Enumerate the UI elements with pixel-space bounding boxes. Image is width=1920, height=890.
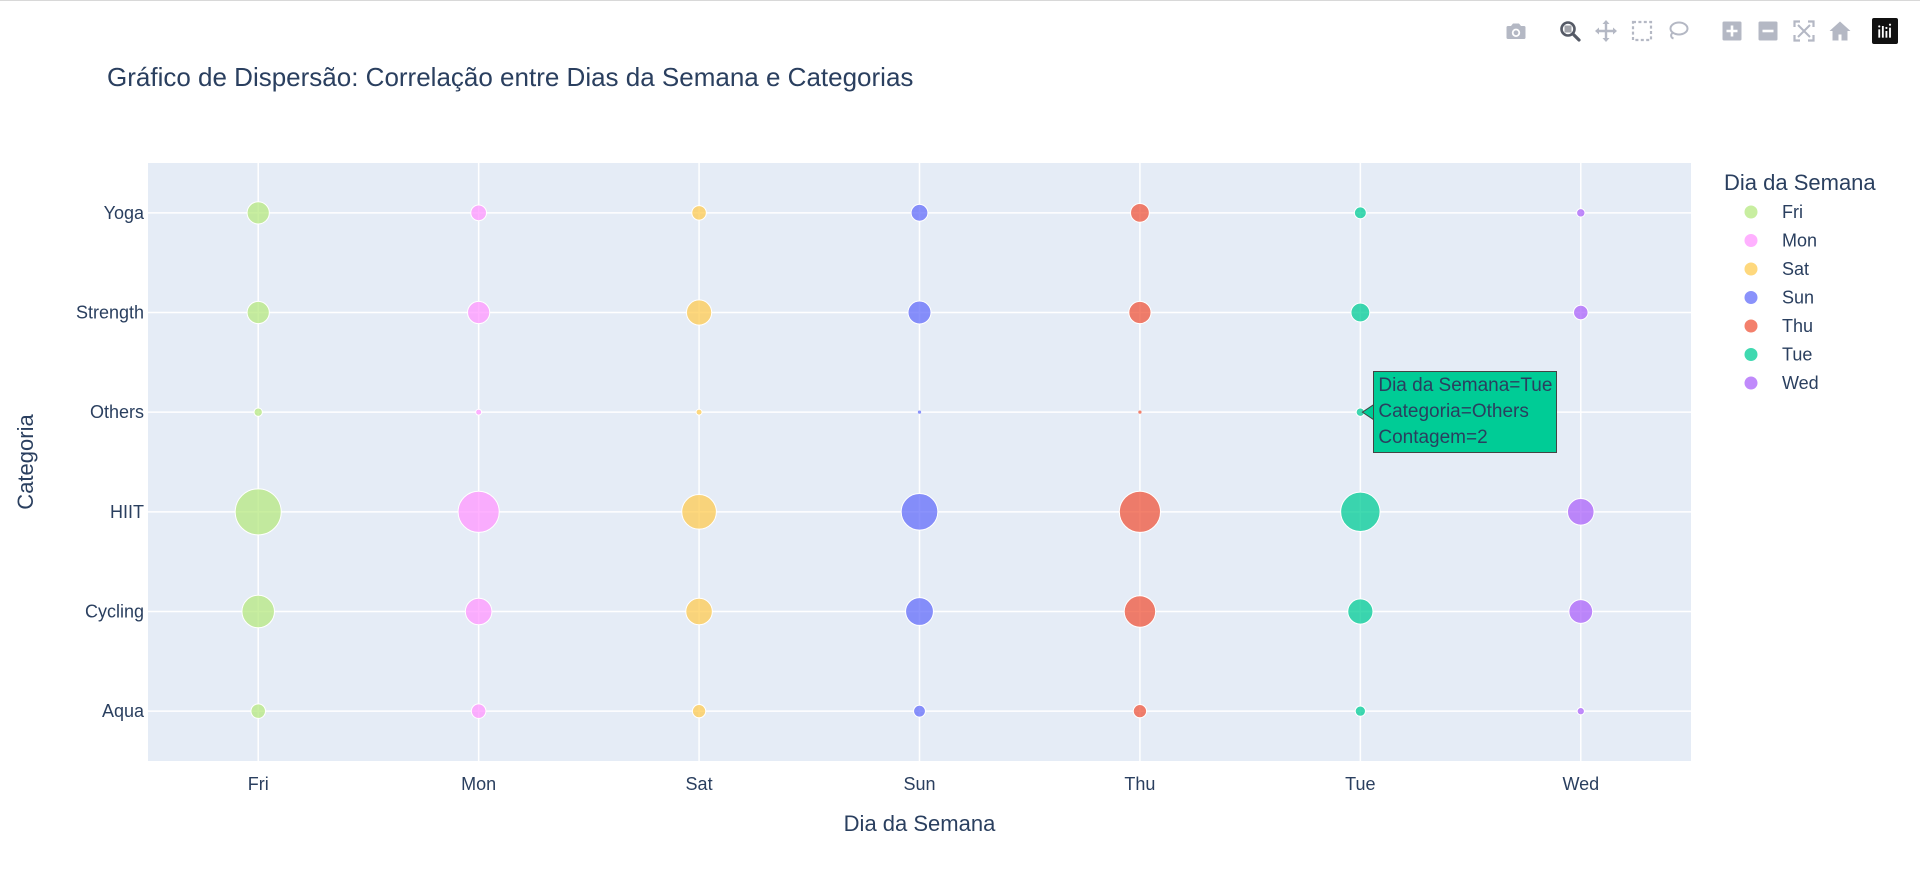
x-tick-label: Fri bbox=[248, 774, 269, 794]
marker-tue-yoga bbox=[1353, 206, 1367, 220]
tooltip-line-day: Dia da Semana=Tue bbox=[1378, 375, 1553, 397]
x-axis-title: Dia da Semana bbox=[844, 811, 996, 836]
legend-label-wed: Wed bbox=[1782, 373, 1819, 393]
marker-sat-aqua bbox=[691, 704, 707, 719]
modebar bbox=[1480, 16, 1898, 46]
legend-label-mon: Mon bbox=[1782, 231, 1817, 251]
marker-thu-aqua bbox=[1132, 704, 1148, 719]
y-tick-label: Others bbox=[90, 402, 144, 422]
zoom-icon[interactable] bbox=[1552, 16, 1588, 46]
marker-mon-others bbox=[475, 408, 483, 416]
legend-items: Fri Mon Sat Sun Thu Tue Wed bbox=[1743, 202, 1819, 393]
x-tick-labels: Fri Mon Sat Sun Thu Tue Wed bbox=[248, 774, 1599, 794]
legend: Dia da Semana Fri Mon Sat Sun Thu Tue Wed bbox=[1724, 170, 1876, 393]
marker-wed-cycling bbox=[1568, 599, 1594, 624]
legend-label-thu: Thu bbox=[1782, 316, 1813, 336]
x-tick-label: Thu bbox=[1124, 774, 1155, 794]
marker-sat-strength bbox=[685, 299, 713, 326]
camera-icon[interactable] bbox=[1498, 16, 1534, 46]
marker-fri-aqua bbox=[250, 703, 266, 719]
marker-sat-yoga bbox=[691, 205, 707, 221]
legend-label-sat: Sat bbox=[1782, 259, 1809, 279]
modebar-group-export bbox=[1498, 16, 1534, 46]
pan-icon[interactable] bbox=[1588, 16, 1624, 46]
marker-fri-yoga bbox=[246, 201, 270, 225]
x-tick-label: Wed bbox=[1562, 774, 1599, 794]
plotly-logo-icon[interactable] bbox=[1872, 18, 1898, 44]
marker-mon-strength bbox=[467, 300, 491, 325]
y-tick-labels: Aqua Cycling HIIT Others Strength Yoga bbox=[76, 203, 145, 721]
top-border bbox=[0, 0, 1920, 1]
marker-fri-hiit bbox=[234, 488, 282, 536]
marker-thu-others bbox=[1138, 410, 1142, 414]
marker-wed-yoga bbox=[1576, 208, 1586, 218]
reset-axes-icon[interactable] bbox=[1822, 16, 1858, 46]
legend-swatch-tue bbox=[1743, 347, 1759, 362]
legend-swatch-sun bbox=[1743, 290, 1759, 305]
zoom-out-icon[interactable] bbox=[1750, 16, 1786, 46]
y-tick-label: Cycling bbox=[85, 602, 144, 622]
legend-label-sun: Sun bbox=[1782, 288, 1814, 308]
marker-fri-strength bbox=[246, 300, 270, 325]
marker-sat-cycling bbox=[685, 597, 713, 626]
marker-mon-aqua bbox=[470, 703, 487, 719]
marker-fri-cycling bbox=[241, 594, 275, 629]
marker-wed-strength bbox=[1573, 304, 1589, 321]
autoscale-icon[interactable] bbox=[1786, 16, 1822, 46]
zoom-in-icon[interactable] bbox=[1714, 16, 1750, 46]
legend-label-tue: Tue bbox=[1782, 345, 1812, 365]
y-axis-title: Categoria bbox=[13, 414, 38, 510]
marker-thu-strength bbox=[1128, 300, 1152, 325]
marker-mon-hiit bbox=[457, 490, 500, 533]
y-tick-label: Aqua bbox=[102, 701, 145, 721]
marker-sat-others bbox=[695, 408, 703, 416]
marker-sun-aqua bbox=[913, 704, 926, 718]
marker-wed-hiit bbox=[1567, 498, 1595, 526]
x-tick-label: Sat bbox=[686, 774, 713, 794]
marker-tue-hiit bbox=[1340, 491, 1381, 533]
legend-swatch-fri bbox=[1743, 204, 1759, 220]
tooltip-line-category: Categoria=Others bbox=[1378, 401, 1529, 423]
legend-title: Dia da Semana bbox=[1724, 170, 1876, 195]
tooltip-line-count: Contagem=2 bbox=[1378, 427, 1488, 449]
marker-sun-yoga bbox=[910, 203, 929, 222]
legend-swatch-sat bbox=[1743, 261, 1759, 277]
marker-sun-strength bbox=[907, 300, 932, 325]
marker-mon-cycling bbox=[464, 597, 493, 626]
y-tick-label: Yoga bbox=[104, 203, 145, 223]
marker-wed-aqua bbox=[1576, 707, 1585, 716]
marker-sun-cycling bbox=[905, 597, 934, 626]
marker-sun-hiit bbox=[900, 493, 939, 531]
legend-label-fri: Fri bbox=[1782, 202, 1803, 222]
marker-thu-cycling bbox=[1123, 595, 1157, 628]
markers bbox=[234, 201, 1595, 719]
x-gridlines bbox=[257, 163, 1582, 761]
marker-tue-cycling bbox=[1347, 598, 1374, 625]
y-tick-label: HIIT bbox=[110, 502, 144, 522]
x-tick-label: Mon bbox=[461, 774, 496, 794]
marker-thu-hiit bbox=[1118, 490, 1161, 533]
marker-tue-strength bbox=[1350, 302, 1371, 323]
x-tick-label: Sun bbox=[903, 774, 935, 794]
legend-swatch-mon bbox=[1743, 233, 1759, 248]
chart-title: Gráfico de Dispersão: Correlação entre D… bbox=[107, 62, 913, 92]
modebar-group-drag bbox=[1552, 16, 1696, 46]
marker-mon-yoga bbox=[470, 204, 488, 222]
x-tick-label: Tue bbox=[1345, 774, 1375, 794]
legend-swatch-thu bbox=[1743, 318, 1759, 334]
box-select-icon[interactable] bbox=[1624, 16, 1660, 46]
marker-fri-others bbox=[253, 407, 263, 417]
marker-sun-others bbox=[917, 410, 922, 414]
marker-sat-hiit bbox=[681, 494, 717, 530]
marker-thu-yoga bbox=[1130, 202, 1150, 223]
modebar-group-zoom bbox=[1714, 16, 1858, 46]
y-tick-label: Strength bbox=[76, 303, 144, 323]
hover-tooltip: Dia da Semana=Tue Categoria=Others Conta… bbox=[1373, 371, 1558, 454]
marker-tue-aqua bbox=[1354, 705, 1366, 717]
lasso-select-icon[interactable] bbox=[1660, 16, 1696, 46]
legend-swatch-wed bbox=[1743, 375, 1759, 391]
